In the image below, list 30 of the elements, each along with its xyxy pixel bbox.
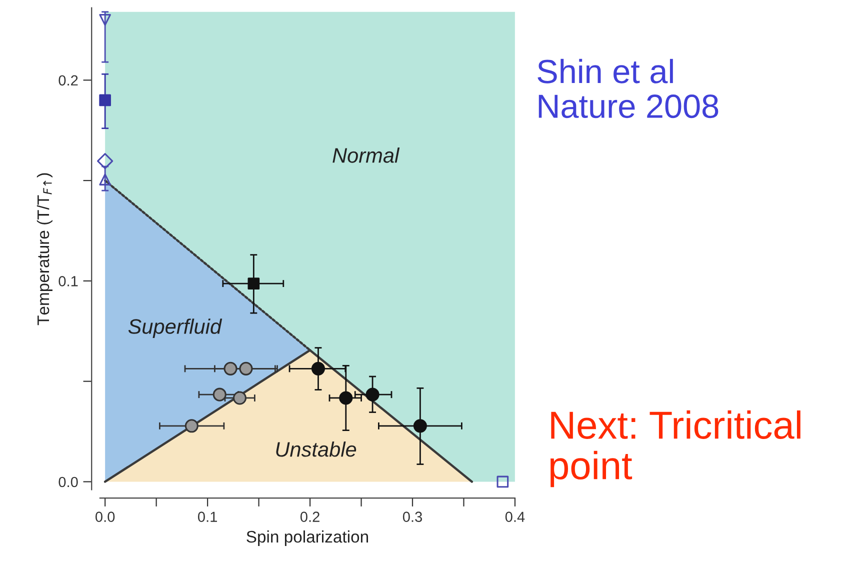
y-tick-label: 0.1 [58,276,78,286]
point [99,174,111,186]
point [248,278,260,290]
point [339,391,353,405]
point [311,362,325,376]
point [99,94,111,106]
point [224,362,238,376]
point [496,476,509,488]
point [413,419,427,433]
annotation: Superfluid [128,318,222,338]
x-tick-label: 0.0 [96,512,115,522]
x-tick-label: 0.2 [300,512,320,522]
text: Next: Tricritical point [550,410,800,488]
annotation: Unstable [276,441,356,457]
x-tick-label: 0.1 [198,512,217,522]
point [232,391,247,405]
point [366,388,380,402]
point [239,362,253,376]
x-tick-label: 0.3 [402,512,422,522]
y-axis-title: Temperature (T/T$_{F↑}$) [36,173,52,326]
point [212,388,226,402]
point [97,153,114,170]
x-axis-title: Spin polarization [246,530,368,546]
text: Shin et al Nature 2008 [538,58,718,118]
point [99,14,111,26]
y-tick-label: 0.2 [58,75,78,86]
x-tick-label: 0.4 [505,512,525,522]
point [184,419,198,433]
y-tick-label: 0.0 [58,476,78,488]
annotation: Normal [332,148,400,163]
